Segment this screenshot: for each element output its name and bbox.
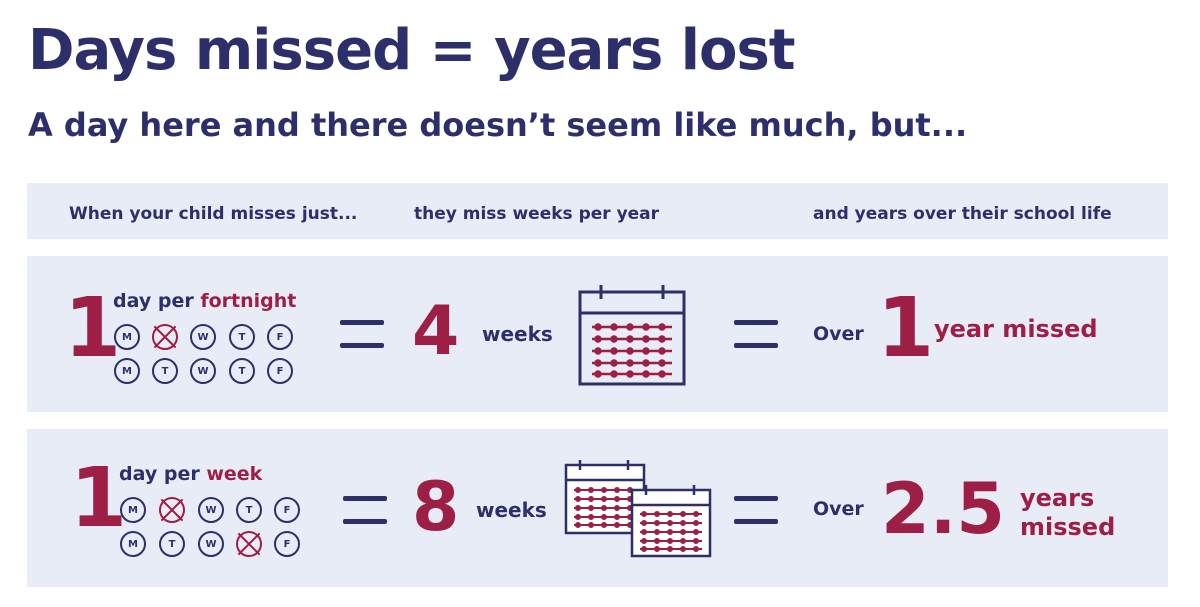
day-friday: F [267,358,293,384]
day-tuesday: T [152,358,178,384]
years-value: 2.5 [881,468,1006,550]
missed-count: 1 [64,281,122,376]
frequency-period: week [206,463,263,485]
over-label: Over [813,498,864,520]
day-thursday: T [229,324,255,350]
years-label: years missed [1020,484,1115,542]
years-label-line1: years [1020,484,1095,512]
years-value: 1 [877,281,935,376]
day-friday: F [274,497,300,523]
day-thursday: T [236,497,262,523]
day-thursday: T [229,358,255,384]
header-col-missed-days: When your child misses just... [69,204,358,224]
calendar-icon [578,285,686,386]
day-wednesday: W [190,324,216,350]
missed-count: 1 [70,451,128,546]
day-friday: F [274,531,300,557]
weeks-label: weeks [476,498,547,522]
frequency-period: fortnight [200,290,297,312]
frequency-prefix: day per [113,290,201,312]
day-monday: M [114,358,140,384]
header-col-weeks: they miss weeks per year [414,204,660,224]
page-title: Days missed = years lost [28,18,796,83]
day-monday: M [114,324,140,350]
weeks-value: 4 [412,292,460,371]
equals-sign-icon [734,320,778,348]
equals-sign-icon [734,496,778,524]
over-label: Over [813,323,864,345]
frequency-label: day per week [119,463,262,485]
frequency-prefix: day per [119,463,207,485]
weeks-label: weeks [482,322,553,346]
day-wednesday: W [190,358,216,384]
row-fortnight [27,256,1168,412]
day-tuesday-missed [159,497,185,523]
header-col-years: and years over their school life [813,204,1112,224]
calendar-stack-icon [564,460,712,558]
day-wednesday: W [198,531,224,557]
weeks-value: 8 [412,468,460,547]
page-subtitle: A day here and there doesn’t seem like m… [28,106,968,144]
day-monday: M [120,497,146,523]
years-label-line2: missed [1020,512,1116,541]
day-wednesday: W [198,497,224,523]
day-thursday-missed [236,531,262,557]
calendar-icon [630,485,712,558]
years-label: year missed [934,315,1098,343]
day-tuesday: T [159,531,185,557]
day-tuesday-missed [152,324,178,350]
equals-sign-icon [343,496,387,524]
frequency-label: day per fortnight [113,290,296,312]
header-band [27,183,1168,239]
day-monday: M [120,531,146,557]
day-friday: F [267,324,293,350]
equals-sign-icon [340,320,384,348]
